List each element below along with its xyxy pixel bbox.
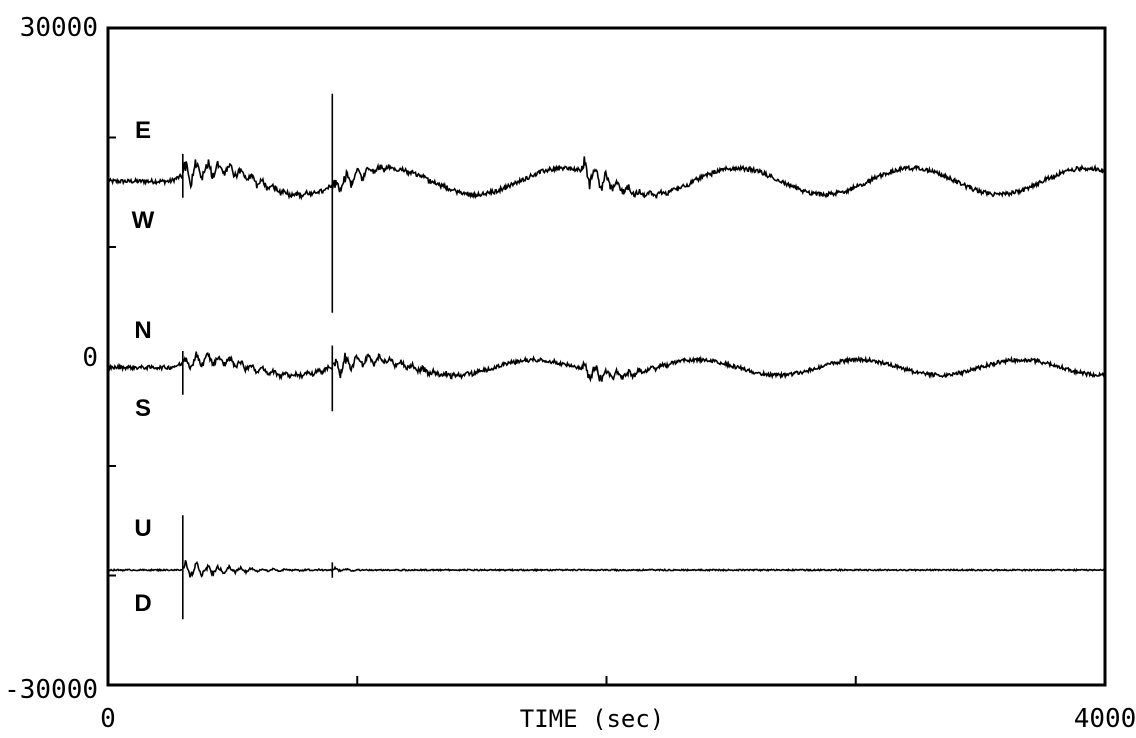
x-axis-label: TIME (sec) xyxy=(520,705,665,733)
channel-label-e: E xyxy=(135,117,151,144)
y-axis-ticks xyxy=(108,136,116,577)
channel-label-s: S xyxy=(135,395,151,422)
channel-label-u: U xyxy=(134,515,151,542)
trace-ew xyxy=(107,93,1106,313)
plot-frame xyxy=(106,26,1107,687)
x-axis-ticks xyxy=(356,676,857,685)
y-tick-label-middle: 0 xyxy=(82,343,98,373)
trace-ud xyxy=(107,515,1106,620)
channel-label-n: N xyxy=(134,317,151,344)
x-tick-label-left: 0 xyxy=(100,704,116,734)
channel-label-w: W xyxy=(132,207,155,234)
channel-label-d: D xyxy=(134,590,151,617)
trace-group xyxy=(107,93,1106,620)
y-tick-label-bottom: -30000 xyxy=(4,675,98,705)
y-tick-label-top: 30000 xyxy=(20,13,98,43)
trace-ns xyxy=(107,345,1106,412)
x-tick-label-right: 4000 xyxy=(1074,704,1136,734)
